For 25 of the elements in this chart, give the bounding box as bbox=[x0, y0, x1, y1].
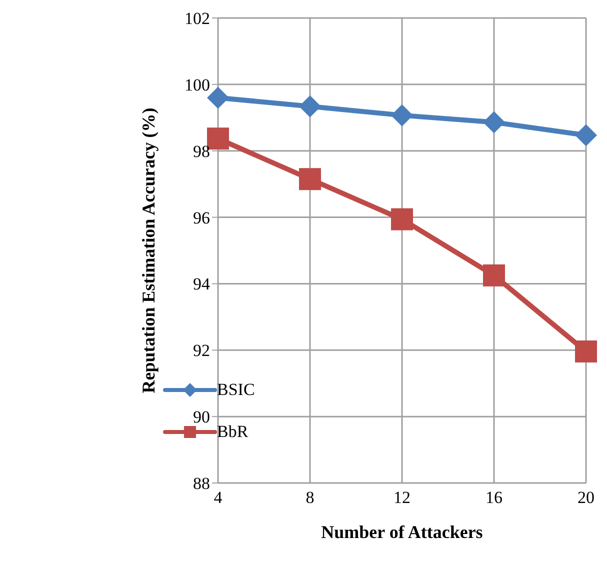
x-axis-title: Number of Attackers bbox=[321, 522, 483, 542]
point bbox=[391, 104, 413, 126]
y-tick-label: 96 bbox=[193, 208, 210, 228]
y-tick-label: 92 bbox=[193, 341, 210, 360]
y-tick-label: 100 bbox=[184, 75, 210, 94]
legend-label: BSIC bbox=[217, 380, 255, 400]
y-tick-label: 94 bbox=[193, 274, 210, 294]
x-tick-label: 8 bbox=[306, 488, 314, 508]
point bbox=[575, 340, 597, 362]
point bbox=[391, 208, 413, 230]
x-tick-label: 12 bbox=[394, 488, 410, 508]
point bbox=[299, 95, 321, 118]
x-tick-label: 4 bbox=[214, 488, 223, 508]
point bbox=[299, 168, 321, 190]
legend-label: BbR bbox=[217, 422, 248, 442]
y-tick-label: 98 bbox=[193, 142, 210, 161]
point bbox=[483, 264, 505, 286]
x-tick-label: 20 bbox=[578, 488, 594, 508]
x-tick-label: 16 bbox=[486, 488, 502, 508]
y-tick-label: 88 bbox=[193, 474, 210, 494]
y-axis-title: Reputation Estimation Accuracy (%) bbox=[138, 108, 158, 394]
y-tick-label: 102 bbox=[184, 9, 210, 28]
point bbox=[575, 124, 597, 146]
y-tick-label: 90 bbox=[193, 408, 210, 427]
point bbox=[483, 111, 505, 134]
